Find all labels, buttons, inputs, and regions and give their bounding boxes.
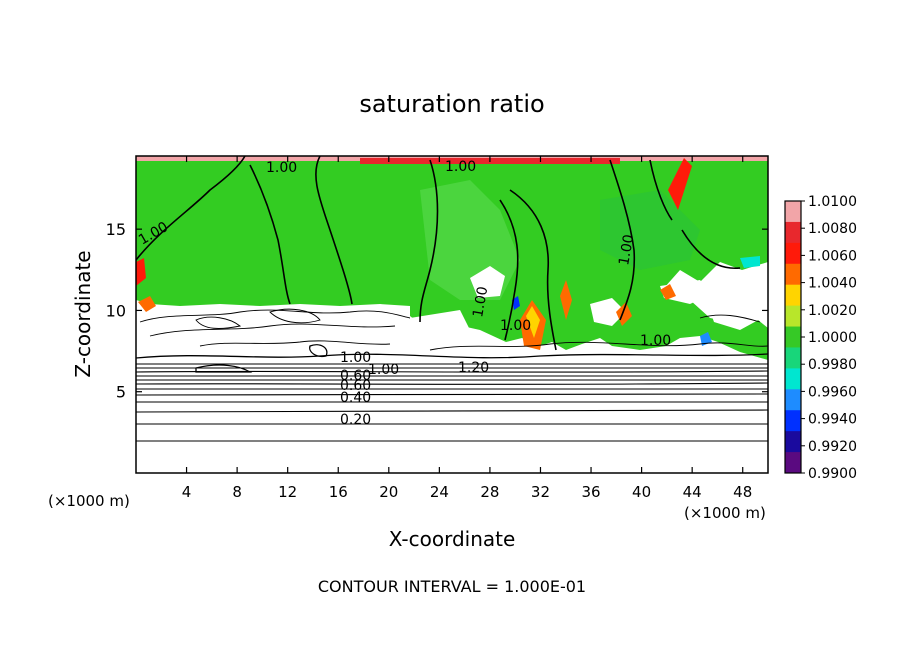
contour-label: 1.00 bbox=[470, 285, 491, 318]
contour-label: 0.60 bbox=[340, 378, 371, 394]
x-tick-label: 8 bbox=[232, 483, 242, 501]
colorbar-swatch bbox=[785, 284, 801, 307]
contour-labels: 1.00 1.00 1.00 1.00 1.00 1.00 1.00 1.20 … bbox=[136, 159, 671, 428]
colorbar-label: 1.0060 bbox=[808, 248, 857, 264]
contour-interval-note: CONTOUR INTERVAL = 1.000E-01 bbox=[318, 577, 586, 596]
colorbar-label: 1.0040 bbox=[808, 276, 857, 292]
contour-label: 0.60 bbox=[340, 368, 371, 384]
x-units-right: (×1000 m) bbox=[684, 504, 766, 522]
colorbar-label: 1.0020 bbox=[808, 303, 857, 319]
x-axis: 4 8 12 16 20 24 28 32 36 40 44 48 bbox=[182, 156, 752, 501]
colorbar-label: 0.9980 bbox=[808, 357, 857, 373]
y-tick-label: 15 bbox=[106, 220, 126, 239]
plot-area bbox=[136, 156, 768, 473]
colorbar-swatch bbox=[785, 368, 801, 390]
colorbar-label: 1.0000 bbox=[808, 330, 857, 346]
colorbar-label: 0.9900 bbox=[808, 466, 857, 482]
contour-label: 1.00 bbox=[616, 233, 637, 266]
plot-frame bbox=[135, 155, 769, 474]
contour-label: 0.40 bbox=[340, 390, 371, 406]
contour-label: 0.20 bbox=[340, 412, 371, 428]
contour-label: 1.00 bbox=[445, 159, 476, 175]
x-axis-title: X-coordinate bbox=[389, 527, 516, 551]
colorbar-label: 0.9940 bbox=[808, 412, 857, 428]
x-units-left: (×1000 m) bbox=[48, 492, 130, 510]
x-tick-label: 28 bbox=[480, 483, 499, 501]
colorbar-swatch bbox=[785, 452, 801, 474]
colorbar-swatch bbox=[785, 201, 801, 223]
colorbar-swatch bbox=[785, 326, 801, 348]
x-tick-label: 36 bbox=[581, 483, 600, 501]
contour-label: 1.00 bbox=[266, 160, 297, 176]
y-axis-title: Z-coordinate bbox=[71, 250, 95, 377]
y-tick-label: 5 bbox=[116, 383, 126, 402]
colorbar-swatch bbox=[785, 347, 801, 369]
contour-label: 1.20 bbox=[458, 360, 489, 376]
contour-label: 1.00 bbox=[340, 350, 371, 366]
y-tick-label: 10 bbox=[106, 301, 126, 320]
x-tick-label: 16 bbox=[329, 483, 348, 501]
chart-title: saturation ratio bbox=[359, 90, 544, 118]
x-tick-label: 32 bbox=[531, 483, 550, 501]
colorbar-label: 1.0100 bbox=[808, 194, 857, 210]
colorbar-label: 0.9960 bbox=[808, 384, 857, 400]
y-axis: 5 10 15 bbox=[106, 220, 768, 402]
contour-label: 1.00 bbox=[640, 333, 671, 349]
x-tick-label: 4 bbox=[182, 483, 192, 501]
x-tick-label: 44 bbox=[683, 483, 702, 501]
colorbar-swatch bbox=[785, 263, 801, 286]
colorbar-swatch bbox=[785, 410, 801, 432]
x-tick-label: 12 bbox=[278, 483, 297, 501]
colorbar-swatch bbox=[785, 389, 801, 411]
colorbar-swatch bbox=[785, 431, 801, 453]
colorbar-swatch bbox=[785, 305, 801, 328]
colorbar-swatch bbox=[785, 242, 801, 265]
x-tick-label: 40 bbox=[632, 483, 651, 501]
colorbar: 1.0100 1.0080 1.0060 1.0040 1.0020 1.0000 0.99… bbox=[784, 194, 857, 482]
contour-label: 1.00 bbox=[500, 318, 531, 334]
colorbar-swatch bbox=[785, 221, 801, 244]
x-tick-label: 24 bbox=[430, 483, 449, 501]
x-tick-label: 20 bbox=[379, 483, 398, 501]
colorbar-label: 1.0080 bbox=[808, 221, 857, 237]
contour-label: 1.00 bbox=[368, 362, 399, 378]
x-tick-label: 48 bbox=[733, 483, 752, 501]
colorbar-label: 0.9920 bbox=[808, 439, 857, 455]
